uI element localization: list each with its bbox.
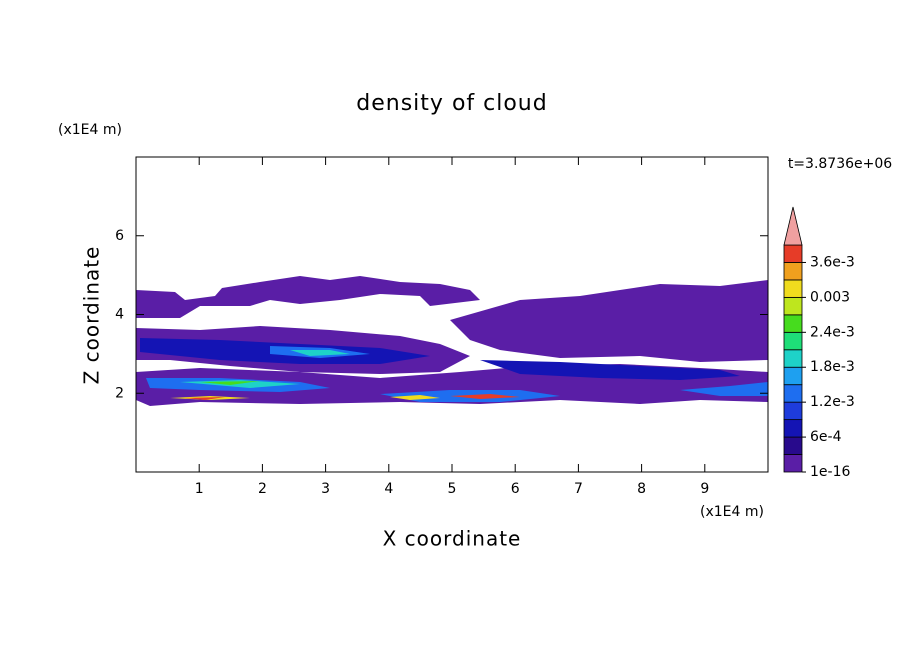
contour-region [450,394,520,399]
colorbar-segment [783,262,803,281]
colorbar-segment [783,436,803,455]
chart-title: density of cloud [356,91,547,116]
contour-region [680,382,768,396]
x-unit: (x1E4 m) [700,504,764,520]
x-tick-label: 5 [448,481,457,497]
contour-region [290,350,350,356]
colorbar-segment [783,454,803,473]
colorbar-tick-label: 0.003 [810,289,850,305]
colorbar-tick-label: 2.4e-3 [810,324,855,340]
colorbar-segment [783,401,803,421]
x-tick-label: 9 [700,481,709,497]
x-tick-label: 6 [511,481,520,497]
x-tick-label: 8 [637,481,646,497]
contour-region [136,276,480,318]
x-tick-label: 3 [321,481,330,497]
colorbar-tick-label: 1e-16 [810,464,850,480]
colorbar-tick-label: 3.6e-3 [810,254,855,270]
colorbar-segment [783,314,803,333]
x-tick-label: 2 [258,481,267,497]
time-label: t=3.8736e+06 [788,156,892,172]
x-tick-label: 1 [195,481,204,497]
contour-region [185,397,225,400]
colorbar-tick-label: 6e-4 [810,429,842,445]
x-tick-label: 7 [574,481,583,497]
y-tick-label: 4 [115,307,124,323]
contour-region [390,395,440,400]
contour-region [200,381,260,385]
colorbar-segment [783,331,803,351]
y-tick-label: 6 [115,228,124,244]
colorbar-segment [783,296,803,316]
colorbar-segment [783,349,803,368]
contour-fill [136,276,768,406]
colorbar-segment [783,419,803,438]
colorbar-tick-label: 1.2e-3 [810,394,855,410]
contour-region [450,280,768,362]
colorbar-over [783,206,803,246]
x-axis-label: X coordinate [383,527,522,551]
colorbar-tick-label: 1.8e-3 [810,359,855,375]
colorbar-segment [783,244,803,263]
colorbar-segment [783,366,803,386]
x-tick-label: 4 [384,481,393,497]
colorbar-segment [783,279,803,298]
y-axis-label: Z coordinate [80,246,104,385]
contour-region [480,360,740,380]
y-tick-label: 2 [115,385,124,401]
y-unit: (x1E4 m) [58,122,122,138]
colorbar-segment [783,384,803,403]
